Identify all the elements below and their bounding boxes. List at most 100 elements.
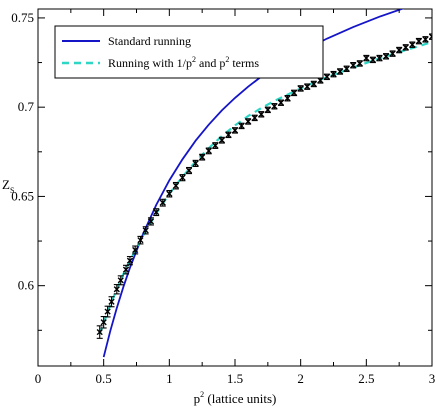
marker-cross (137, 237, 144, 244)
data-point (323, 73, 331, 81)
data-point (153, 208, 160, 217)
marker-cross (258, 111, 265, 118)
data-point (159, 198, 166, 207)
data-point (376, 54, 383, 62)
y-axis-title-sub: S (10, 186, 14, 195)
y-tick-label: 0.65 (11, 188, 34, 203)
marker-cross (238, 122, 245, 130)
data-point (428, 33, 432, 40)
legend-label-part: Standard running (108, 34, 191, 48)
marker-cross (297, 85, 304, 92)
marker-cross (132, 246, 139, 254)
x-tick-label: 1 (166, 371, 173, 386)
marker-cross (212, 142, 219, 149)
marker-cross (179, 174, 186, 181)
data-point (218, 136, 225, 144)
marker-cross (396, 46, 403, 54)
data-point (142, 226, 149, 235)
marker-cross (323, 73, 331, 80)
data-point (137, 235, 144, 245)
marker-cross (291, 89, 298, 96)
x-tick-label: 3 (429, 371, 436, 386)
data-point (382, 53, 390, 60)
marker-cross (113, 286, 120, 293)
marker-cross (304, 83, 311, 90)
data-point (310, 80, 317, 88)
data-point (113, 284, 120, 295)
marker-cross (159, 199, 166, 206)
data-point (389, 50, 396, 57)
marker-cross (218, 137, 225, 144)
marker-cross (166, 190, 173, 197)
y-tick-label: 0.75 (11, 10, 34, 25)
marker-cross (343, 65, 350, 72)
x-tick-label: 1.5 (227, 371, 243, 386)
x-tick-label: 2 (297, 371, 304, 386)
data-point (185, 166, 193, 175)
marker-cross (330, 71, 337, 78)
marker-cross (231, 127, 239, 134)
x-axis-title-sup: 2 (200, 390, 204, 399)
marker-cross (422, 36, 429, 43)
marker-cross (108, 298, 115, 305)
x-axis-title-rest: (lattice units) (204, 391, 276, 406)
marker-cross (350, 62, 357, 69)
data-point (409, 41, 416, 48)
legend-label-part: Running with 1/p (108, 56, 192, 70)
marker-cross (369, 56, 376, 63)
marker-cross (199, 154, 206, 161)
legend-label-part: and p (196, 56, 225, 70)
marker-cross (192, 160, 199, 167)
marker-cross (363, 54, 370, 62)
legend: Standard running Running with 1/p2 and p2… (54, 25, 324, 79)
marker-cross (172, 182, 179, 189)
marker-cross (376, 54, 383, 62)
series-markers (96, 33, 432, 339)
data-point (199, 153, 206, 161)
data-point (330, 70, 337, 78)
marker-cross (389, 50, 396, 57)
data-point (350, 61, 357, 69)
data-point (343, 65, 350, 73)
marker-cross (96, 328, 103, 336)
data-point (238, 122, 245, 130)
data-point (117, 275, 124, 286)
legend-label: Standard running (108, 34, 191, 48)
data-point (205, 147, 212, 155)
data-point (369, 56, 376, 64)
data-point (415, 37, 422, 45)
data-point (422, 36, 429, 43)
marker-cross (428, 35, 432, 40)
y-axis-title-base: Z (2, 177, 10, 192)
marker-cross (428, 33, 432, 38)
data-point (179, 174, 186, 182)
data-point (108, 296, 115, 308)
x-axis-title: p2 (lattice units) (194, 390, 277, 406)
data-point (225, 131, 232, 139)
marker-cross (117, 277, 124, 284)
data-point (126, 256, 134, 266)
marker-cross (264, 106, 271, 113)
legend-label-part: 2 (192, 55, 196, 64)
data-point (166, 189, 173, 198)
data-point (284, 95, 291, 102)
marker-cross (142, 227, 149, 234)
data-point (258, 111, 265, 118)
legend-label: Running with 1/p2 and p2 terms (108, 55, 259, 70)
marker-cross (356, 60, 363, 67)
legend-box (54, 25, 324, 79)
y-tick-label: 0.7 (18, 99, 35, 114)
data-point (402, 44, 409, 51)
marker-cross (126, 257, 134, 264)
marker-cross (336, 68, 344, 75)
marker-cross (153, 209, 160, 216)
data-point (122, 264, 130, 275)
data-point (297, 85, 304, 92)
marker-cross (122, 266, 130, 273)
data-point (304, 83, 311, 90)
data-point (96, 325, 103, 339)
legend-label-part: terms (229, 56, 259, 70)
marker-cross (225, 131, 232, 138)
marker-cross (245, 118, 252, 125)
